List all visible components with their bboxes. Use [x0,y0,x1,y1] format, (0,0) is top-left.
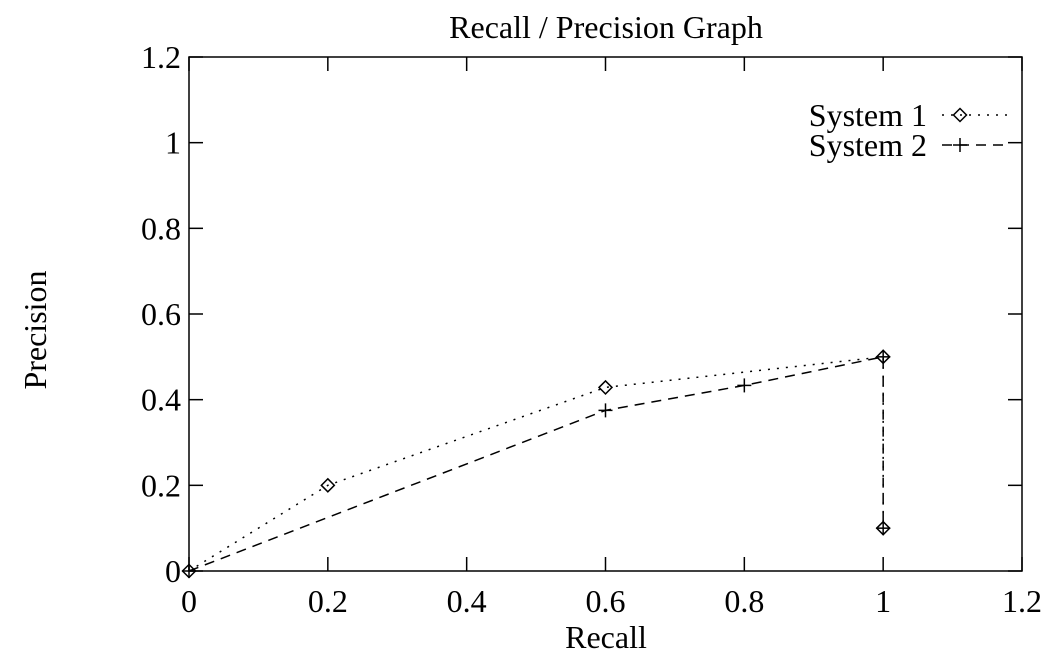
data-point [737,378,752,393]
legend-marker [953,138,967,152]
data-point [876,349,891,364]
x-axis-label: Recall [565,619,647,654]
series-line [188,355,884,572]
legend-entry: System 1 [809,97,1010,133]
series-1 [181,349,891,579]
series-layer [181,349,891,579]
chart-title: Recall / Precision Graph [449,9,763,45]
x-tick-label: 1 [875,583,891,619]
legend-label: System 1 [809,97,927,133]
data-point [182,564,196,578]
axis-ticks: 0 0.2 0.4 0.6 0.8 1 1.2 0 0.2 0.4 0.6 0.8 1 1.2 [141,39,1042,619]
y-axis-label: Precision [17,270,53,389]
x-tick-label: 0.8 [724,583,764,619]
series-line [188,355,884,572]
x-tick-label: 0.6 [586,583,626,619]
data-point [320,477,336,493]
data-point [597,379,614,395]
x-tick-label: 1.2 [1002,583,1042,619]
legend-marker [952,107,968,123]
data-point [598,403,613,418]
y-tick-label: 0.2 [141,467,181,503]
legend-entry: System 2 [809,127,1010,163]
data-point [876,521,891,536]
y-tick-label: 0 [165,553,181,589]
x-tick-label: 0.4 [447,583,487,619]
y-tick-label: 0.4 [141,382,181,418]
x-tick-label: 0 [181,583,197,619]
x-tick-label: 0.2 [308,583,348,619]
legend-label: System 2 [809,127,927,163]
y-tick-label: 0.8 [141,210,181,246]
y-tick-label: 1.2 [141,39,181,75]
y-tick-label: 1 [165,125,181,161]
y-tick-label: 0.6 [141,296,181,332]
series-2 [182,349,891,578]
